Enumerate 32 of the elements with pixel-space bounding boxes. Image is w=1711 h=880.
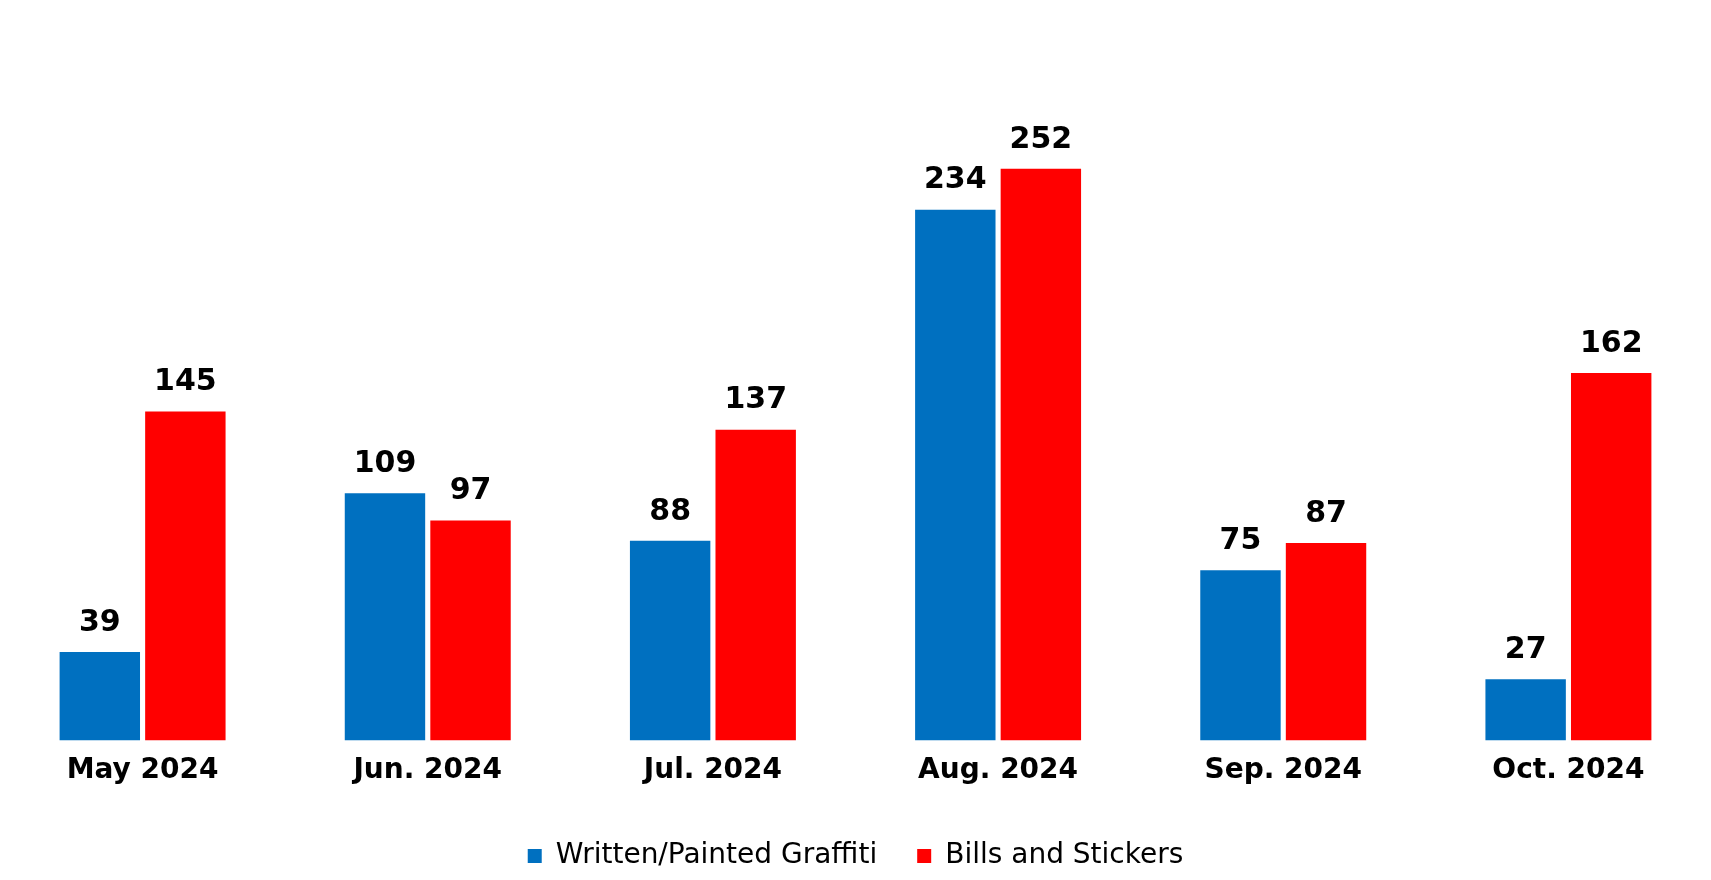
data-label: 234 bbox=[924, 160, 987, 196]
x-tick-label: Sep. 2024 bbox=[1204, 752, 1363, 786]
x-tick-label: Jul. 2024 bbox=[641, 752, 783, 786]
data-label: 97 bbox=[449, 471, 492, 507]
data-label: 252 bbox=[1009, 119, 1073, 155]
bar bbox=[1570, 372, 1652, 741]
data-label: 109 bbox=[353, 443, 417, 479]
data-label: 39 bbox=[78, 602, 121, 638]
data-label: 75 bbox=[1219, 521, 1262, 557]
data-label: 137 bbox=[724, 380, 787, 416]
bar bbox=[1000, 168, 1082, 741]
x-tick-label: Oct. 2024 bbox=[1492, 752, 1645, 786]
bar bbox=[715, 429, 796, 741]
bar bbox=[1485, 679, 1566, 741]
bar bbox=[1200, 570, 1281, 741]
bar bbox=[145, 411, 226, 741]
legend-label: Written/Painted Graffiti bbox=[555, 837, 878, 871]
x-tick-label: Jun. 2024 bbox=[351, 752, 503, 786]
x-tick-label: Aug. 2024 bbox=[918, 752, 1079, 786]
bar bbox=[915, 209, 996, 741]
x-tick-label: May 2024 bbox=[66, 752, 219, 786]
data-label: 88 bbox=[649, 491, 692, 527]
data-label: 162 bbox=[1579, 323, 1643, 359]
bar bbox=[629, 540, 711, 741]
bar bbox=[344, 493, 426, 741]
data-label: 145 bbox=[154, 362, 217, 398]
bar bbox=[430, 520, 511, 741]
bar bbox=[59, 651, 141, 741]
data-label: 87 bbox=[1305, 493, 1347, 529]
legend-label: Bills and Stickers bbox=[945, 837, 1184, 871]
bar bbox=[1285, 543, 1367, 741]
data-label: 27 bbox=[1504, 629, 1547, 665]
